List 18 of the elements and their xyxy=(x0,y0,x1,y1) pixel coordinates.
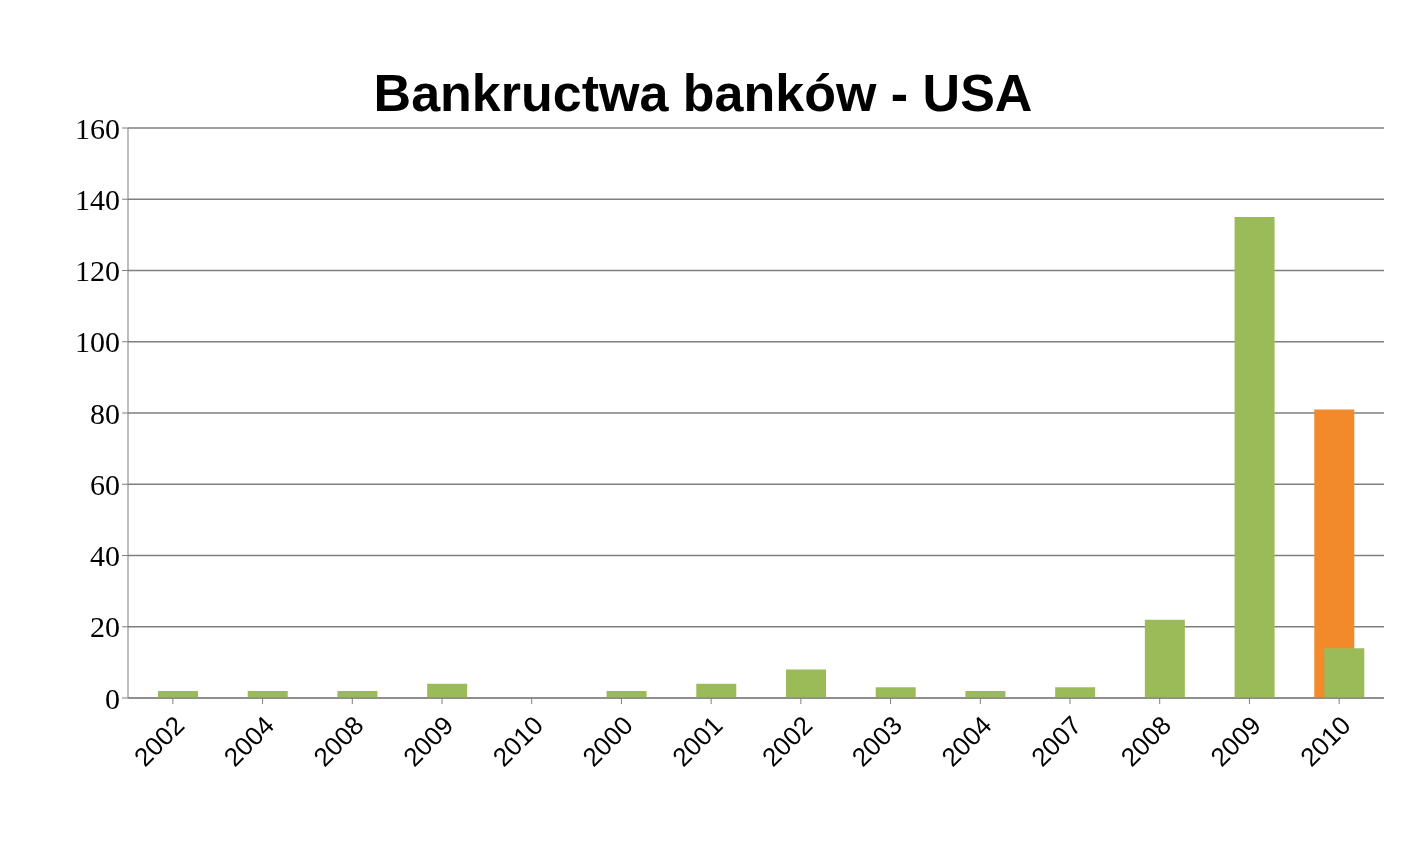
chart-title: Bankructwa banków - USA xyxy=(372,63,1034,122)
bar xyxy=(427,683,468,698)
bar xyxy=(1234,217,1275,698)
y-tick-label: 80 xyxy=(90,396,120,430)
bar xyxy=(1144,619,1185,698)
y-tick-label: 20 xyxy=(90,610,120,644)
y-tick-label: 160 xyxy=(75,111,120,145)
bar xyxy=(1324,648,1365,698)
y-tick-label: 100 xyxy=(75,325,120,359)
y-tick-label: 0 xyxy=(105,681,120,715)
y-tick-label: 60 xyxy=(90,467,120,501)
bar xyxy=(786,669,826,698)
bar xyxy=(696,683,737,698)
y-tick-label: 140 xyxy=(75,182,120,216)
bar xyxy=(1055,687,1096,698)
y-tick-label: 120 xyxy=(75,254,120,288)
bar xyxy=(875,687,916,698)
y-tick-label: 40 xyxy=(90,539,120,573)
